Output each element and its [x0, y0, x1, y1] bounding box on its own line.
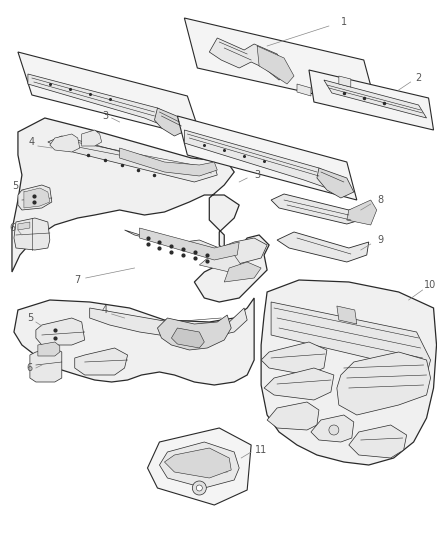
- Polygon shape: [184, 18, 377, 108]
- Polygon shape: [324, 80, 427, 118]
- Text: 4: 4: [102, 305, 108, 315]
- Text: 2: 2: [416, 73, 422, 83]
- Text: 7: 7: [74, 275, 81, 285]
- Text: 6: 6: [9, 223, 15, 233]
- Polygon shape: [120, 148, 217, 176]
- Polygon shape: [321, 88, 331, 96]
- Polygon shape: [155, 108, 187, 136]
- Polygon shape: [36, 318, 85, 345]
- Polygon shape: [24, 188, 50, 208]
- Polygon shape: [277, 232, 369, 262]
- Polygon shape: [38, 342, 60, 356]
- Polygon shape: [184, 130, 337, 188]
- Polygon shape: [90, 308, 247, 338]
- Polygon shape: [18, 222, 30, 230]
- Text: 5: 5: [12, 181, 18, 191]
- Text: 4: 4: [29, 137, 35, 147]
- Polygon shape: [339, 76, 351, 87]
- Polygon shape: [14, 298, 254, 385]
- Polygon shape: [18, 185, 52, 210]
- Polygon shape: [317, 168, 354, 198]
- Polygon shape: [28, 74, 174, 126]
- Polygon shape: [75, 348, 127, 375]
- Text: 11: 11: [255, 445, 267, 455]
- Text: 6: 6: [27, 363, 33, 373]
- Polygon shape: [311, 415, 354, 442]
- Text: 1: 1: [341, 17, 347, 27]
- Polygon shape: [267, 402, 319, 430]
- Polygon shape: [171, 328, 204, 348]
- Text: 10: 10: [424, 280, 437, 290]
- Polygon shape: [309, 70, 434, 130]
- Text: 5: 5: [27, 313, 33, 323]
- Polygon shape: [140, 228, 239, 260]
- Circle shape: [196, 485, 202, 491]
- Text: 9: 9: [378, 235, 384, 245]
- Polygon shape: [347, 200, 377, 225]
- Polygon shape: [50, 134, 80, 152]
- Polygon shape: [261, 280, 437, 465]
- Polygon shape: [337, 306, 357, 324]
- Polygon shape: [264, 368, 334, 400]
- Text: 8: 8: [378, 195, 384, 205]
- Polygon shape: [224, 262, 261, 282]
- Polygon shape: [164, 448, 231, 478]
- Polygon shape: [30, 348, 62, 382]
- Polygon shape: [349, 425, 406, 458]
- Polygon shape: [271, 194, 371, 224]
- Polygon shape: [82, 130, 102, 146]
- Circle shape: [329, 425, 339, 435]
- Circle shape: [192, 481, 206, 495]
- Polygon shape: [48, 136, 217, 182]
- Polygon shape: [177, 116, 357, 200]
- Polygon shape: [257, 46, 294, 84]
- Text: 3: 3: [254, 170, 260, 180]
- Polygon shape: [337, 352, 431, 415]
- Polygon shape: [148, 428, 251, 505]
- Polygon shape: [158, 315, 231, 350]
- Polygon shape: [261, 342, 327, 375]
- Polygon shape: [12, 118, 269, 302]
- Polygon shape: [297, 84, 311, 96]
- Polygon shape: [159, 442, 239, 488]
- Polygon shape: [18, 52, 201, 138]
- Polygon shape: [199, 255, 241, 272]
- Text: 3: 3: [102, 111, 109, 121]
- Polygon shape: [124, 230, 267, 265]
- Polygon shape: [209, 38, 289, 80]
- Polygon shape: [271, 302, 431, 375]
- Polygon shape: [14, 218, 50, 250]
